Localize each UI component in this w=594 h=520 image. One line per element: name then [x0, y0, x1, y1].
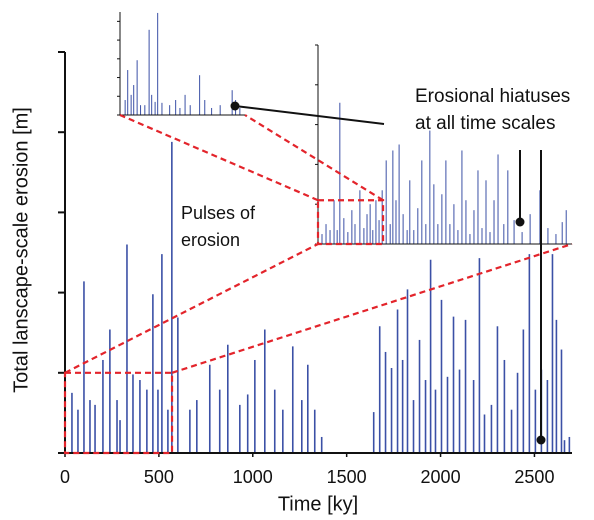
- zoom-connector: [244, 114, 384, 202]
- annotation: erosion: [181, 230, 240, 250]
- inset-background: [318, 41, 572, 244]
- x-tick-label: 500: [144, 467, 174, 487]
- x-tick-label: 1500: [327, 467, 367, 487]
- annotation: Erosional hiatuses: [415, 86, 570, 107]
- x-axis-label: Time [ky]: [278, 493, 358, 515]
- pointer-dot: [230, 101, 240, 111]
- annotation: Pulses of: [181, 203, 256, 223]
- zoom-connector: [64, 243, 319, 374]
- chart-panel: [315, 41, 572, 245]
- y-axis-label: Total lanscape-scale erosion [m]: [10, 107, 32, 393]
- x-tick-label: 0: [60, 467, 70, 487]
- zoom-box: [63, 371, 174, 455]
- zoom-box: [316, 199, 385, 246]
- pointer-dot: [536, 435, 546, 445]
- zoom-connector: [119, 113, 319, 202]
- pointer-line: [234, 105, 385, 125]
- inset-background: [120, 8, 245, 115]
- chart-panel: [117, 8, 245, 116]
- annotation: at all time scales: [415, 113, 555, 134]
- x-tick-label: 2500: [514, 467, 554, 487]
- zoom-connector: [171, 242, 573, 374]
- x-tick-label: 1000: [233, 467, 273, 487]
- x-tick-label: 2000: [421, 467, 461, 487]
- pointer-dot: [515, 217, 525, 227]
- chart-panel: 0 500 1000 1500 2000 2500: [58, 51, 572, 487]
